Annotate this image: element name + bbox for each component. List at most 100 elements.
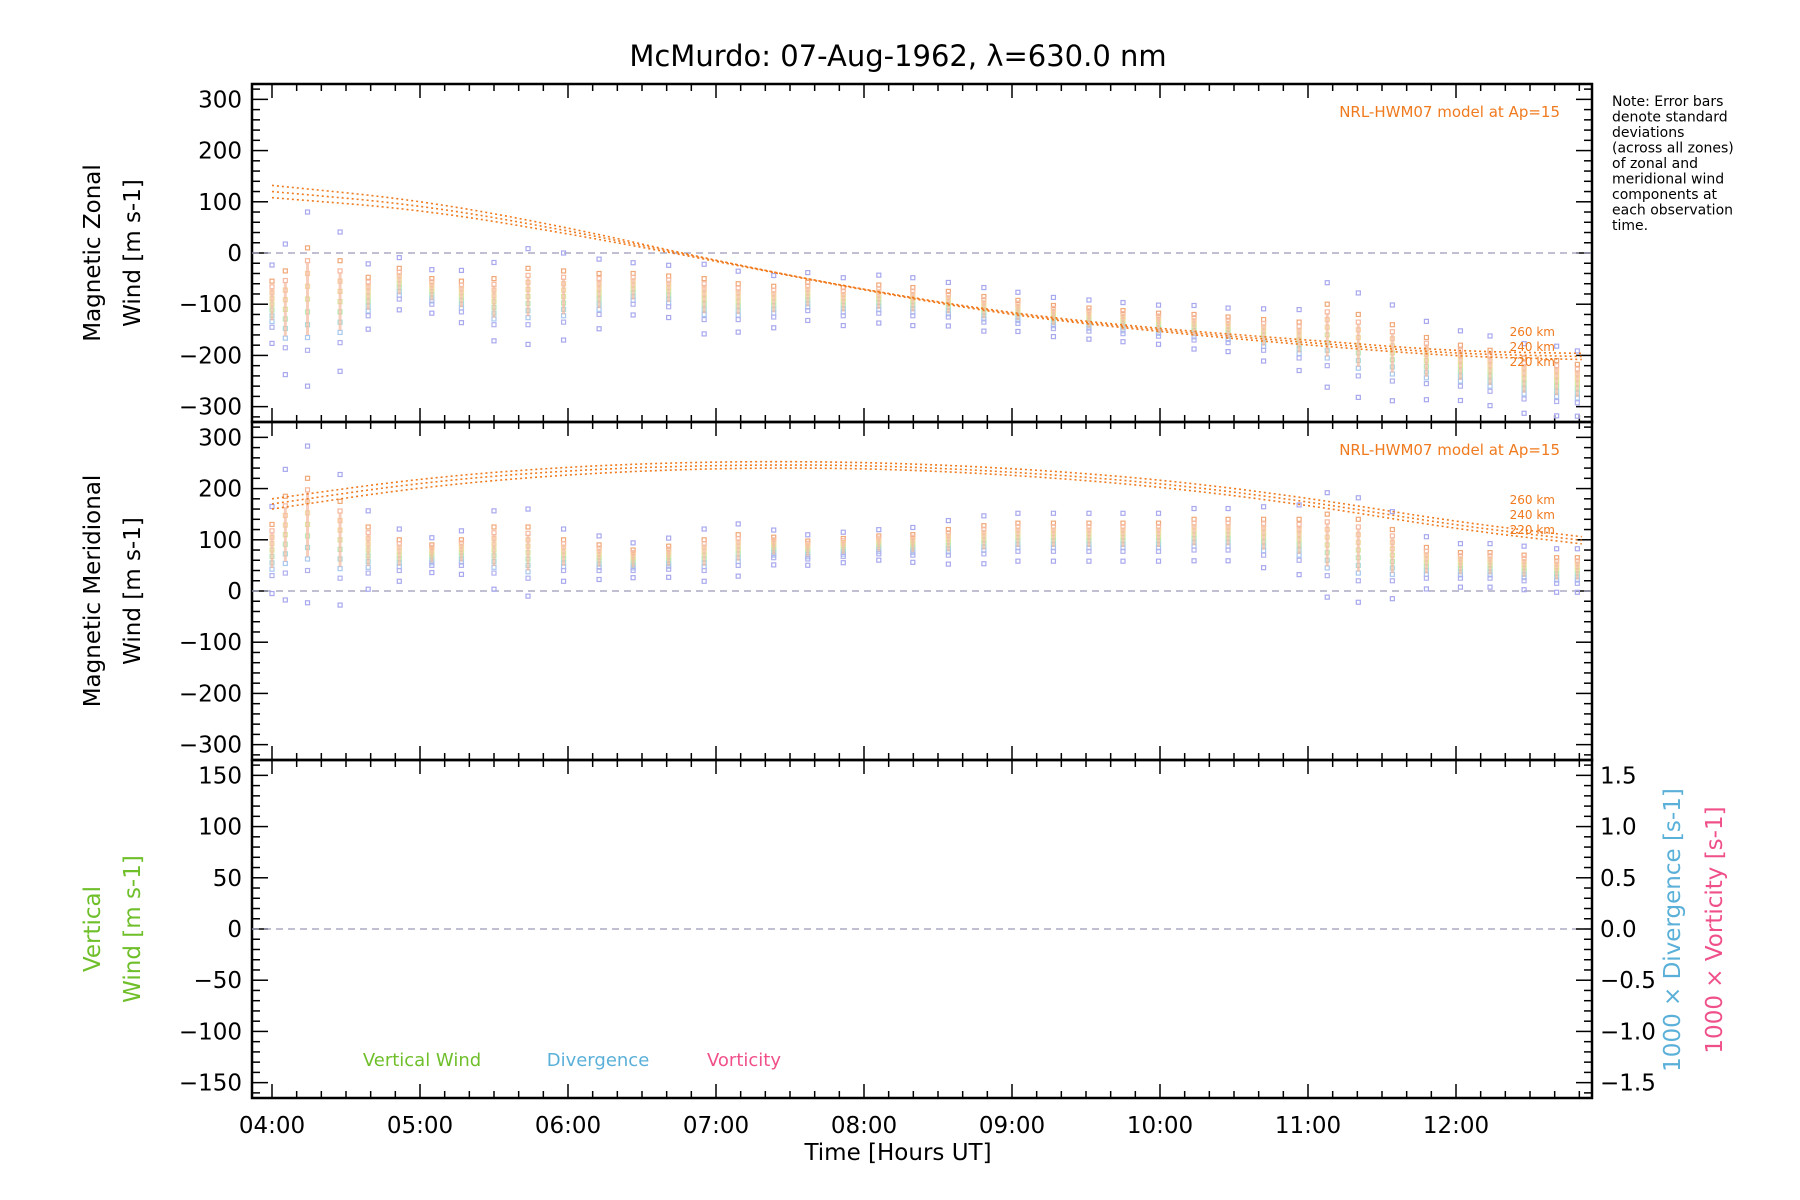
error-bar-mark bbox=[1487, 575, 1493, 581]
error-bar-mark bbox=[701, 276, 707, 282]
error-bar-whisker bbox=[945, 561, 951, 567]
error-bar-mark bbox=[1120, 331, 1126, 337]
error-bar-whisker bbox=[396, 255, 402, 261]
error-bar-mark bbox=[1355, 524, 1361, 530]
error-bar-mark bbox=[304, 334, 311, 341]
error-bar-mark bbox=[365, 313, 371, 319]
error-bar-whisker bbox=[1324, 490, 1330, 496]
error-bar-whisker bbox=[525, 593, 531, 599]
error-bar-whisker bbox=[876, 557, 882, 563]
error-bar-whisker bbox=[282, 241, 288, 247]
error-bar-mark bbox=[1574, 580, 1580, 586]
model-label: NRL-HWM07 model at Ap=15 bbox=[1339, 441, 1560, 459]
error-bar-mark bbox=[1554, 555, 1560, 561]
error-bar-mark bbox=[945, 526, 951, 533]
error-bar-mark bbox=[666, 304, 672, 310]
vorticity-axis-label: 1000 × Vorticity [s-1] bbox=[1702, 806, 1728, 1053]
error-bar-whisker bbox=[840, 322, 846, 329]
error-bar-mark bbox=[735, 562, 741, 568]
error-bar-whisker bbox=[1389, 398, 1395, 404]
x-tick-label: 12:00 bbox=[1423, 1113, 1489, 1139]
error-bar-whisker bbox=[1355, 394, 1361, 401]
model-curve bbox=[271, 196, 1582, 361]
error-bar-whisker bbox=[1324, 594, 1330, 600]
error-bar-mark bbox=[1225, 547, 1231, 553]
error-bar-mark bbox=[304, 487, 311, 493]
error-bar-mark bbox=[1015, 320, 1021, 327]
error-bar-whisker bbox=[560, 337, 567, 343]
error-bar-mark bbox=[525, 315, 531, 321]
error-bar-mark bbox=[337, 268, 343, 274]
error-bar-mark bbox=[1389, 578, 1395, 584]
error-bar-whisker bbox=[525, 246, 531, 252]
error-bar-mark bbox=[1324, 355, 1330, 361]
error-bar-mark bbox=[1086, 305, 1092, 311]
error-bar-mark bbox=[337, 340, 343, 346]
vertical-wind-panel: −150 −100 −50 0 50 100 150 Vertical Wind [m s-1]… bbox=[80, 758, 1728, 1139]
error-bar-mark bbox=[876, 551, 882, 557]
error-bar-whisker bbox=[1457, 584, 1464, 590]
error-bar-whisker bbox=[771, 325, 777, 331]
error-bar-whisker bbox=[1355, 495, 1361, 501]
error-bar-mark bbox=[1225, 340, 1231, 346]
error-bar-whisker bbox=[805, 532, 811, 538]
error-bar-mark bbox=[1191, 311, 1197, 318]
error-bar-mark bbox=[365, 570, 371, 576]
error-bar-whisker bbox=[596, 256, 602, 262]
error-bar-whisker bbox=[771, 562, 777, 568]
y-tick-label: 300 bbox=[198, 87, 242, 113]
error-bar-whisker bbox=[1260, 565, 1267, 571]
error-bar-whisker bbox=[771, 527, 777, 533]
error-bar-whisker bbox=[337, 602, 343, 608]
note-line: of zonal and bbox=[1612, 156, 1698, 172]
error-bar-whisker bbox=[1225, 305, 1231, 311]
error-bar-mark bbox=[1521, 396, 1527, 402]
error-bar-mark bbox=[1423, 334, 1430, 341]
error-bar-whisker bbox=[910, 524, 916, 531]
error-bar-mark bbox=[458, 562, 465, 568]
error-bar-whisker bbox=[840, 275, 846, 281]
y-axis-label: Magnetic Zonal bbox=[80, 164, 106, 342]
error-bar-whisker bbox=[458, 267, 465, 274]
error-bar-mark bbox=[1389, 371, 1395, 377]
error-bar-mark bbox=[269, 278, 275, 284]
error-bar-mark bbox=[910, 552, 916, 558]
y-tick-label: −150 bbox=[179, 1071, 242, 1097]
error-bar-whisker bbox=[1457, 328, 1464, 334]
error-bar-whisker bbox=[1554, 589, 1560, 595]
error-bar-whisker bbox=[666, 535, 672, 541]
error-bar-mark bbox=[1260, 516, 1267, 522]
y-tick-label: 300 bbox=[198, 425, 242, 451]
error-bar-mark bbox=[304, 258, 311, 264]
error-bar-whisker bbox=[1086, 510, 1092, 516]
error-bar-mark bbox=[396, 567, 402, 574]
error-bar-mark bbox=[1423, 380, 1430, 387]
error-bar-mark bbox=[337, 329, 343, 335]
error-bar-mark bbox=[491, 276, 497, 282]
model-altitude-label: 220 km bbox=[1510, 355, 1555, 369]
error-bar-mark bbox=[304, 556, 311, 562]
error-bar-mark bbox=[1521, 578, 1527, 584]
error-bar-mark bbox=[596, 567, 602, 574]
error-bar-whisker bbox=[1389, 596, 1395, 602]
error-bar-whisker bbox=[701, 261, 707, 267]
y-axis-label: Wind [m s-1] bbox=[120, 855, 146, 1003]
error-bar-whisker bbox=[876, 272, 882, 278]
chart-title: McMurdo: 07-Aug-1962, λ=630.0 nm bbox=[629, 39, 1166, 73]
error-bar-mark bbox=[805, 308, 811, 314]
error-bar-whisker bbox=[304, 443, 311, 449]
error-bar-whisker bbox=[1015, 510, 1021, 516]
error-bar-mark bbox=[945, 552, 951, 558]
error-bar-whisker bbox=[1155, 341, 1162, 347]
error-bar-mark bbox=[735, 316, 741, 323]
error-bar-mark bbox=[596, 270, 602, 277]
error-bar-mark bbox=[304, 475, 311, 481]
error-bar-whisker bbox=[1487, 333, 1493, 339]
error-bar-mark bbox=[1423, 575, 1430, 581]
error-bar-mark bbox=[491, 570, 497, 576]
error-bar-mark bbox=[282, 268, 288, 274]
error-bar-mark bbox=[1487, 388, 1493, 394]
error-bar-mark bbox=[666, 543, 672, 549]
y-tick-label: 200 bbox=[198, 477, 242, 503]
x-tick-label: 09:00 bbox=[979, 1113, 1045, 1139]
